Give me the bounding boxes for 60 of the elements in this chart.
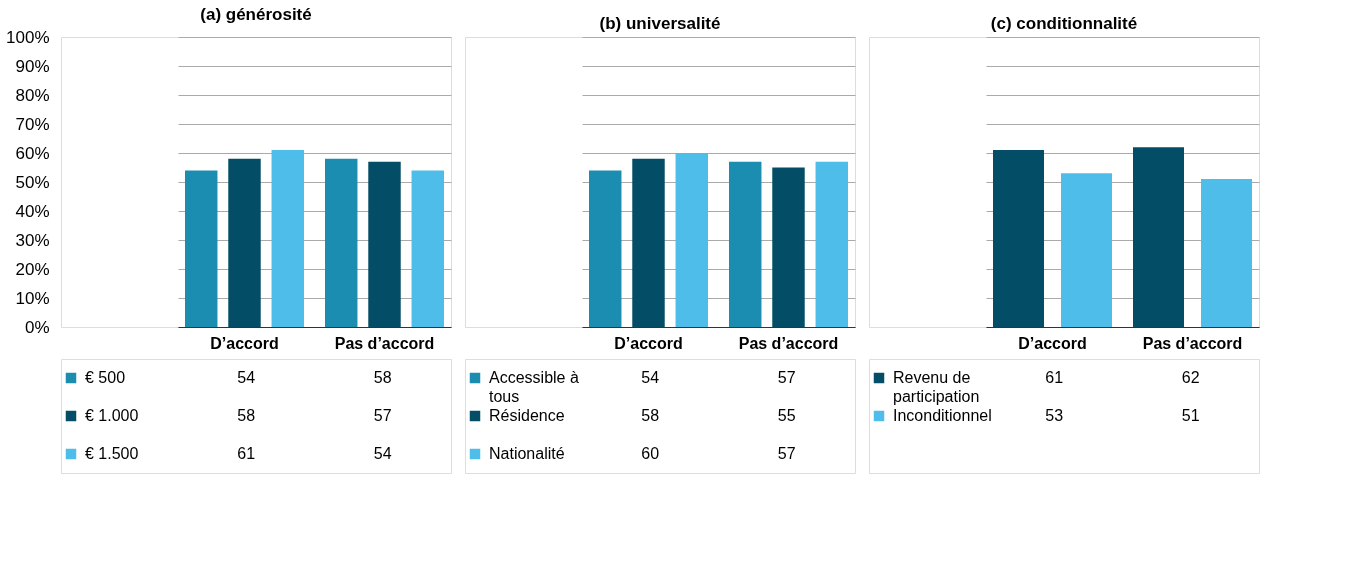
data-label: 54 [641,369,660,386]
bar [1201,179,1252,327]
y-tick-label: 20% [15,259,50,279]
bar [729,161,762,327]
bar [675,153,708,327]
bar [1061,173,1112,327]
x-tick-label: Pas d’accord [334,334,435,352]
legend-label: € 1.000 [85,407,139,424]
y-tick-label: 100% [6,27,50,47]
data-label: 54 [237,369,256,386]
x-tick-label: D’accord [614,334,683,352]
bar [271,150,304,327]
bar [368,161,401,327]
y-tick-label: 90% [15,56,50,76]
data-label: 57 [777,445,796,462]
bar [815,161,848,327]
legend-label: Résidence [489,407,565,424]
bar [772,167,805,327]
data-label: 61 [1045,369,1064,386]
bar [589,170,622,327]
data-label: 62 [1181,369,1200,386]
x-tick-label: Pas d’accord [738,334,839,352]
bar [411,170,444,327]
data-label: 58 [373,369,392,386]
x-tick-label: D’accord [210,334,279,352]
y-tick-label: 60% [15,143,50,163]
y-tick-label: 30% [15,230,50,250]
y-tick-label: 10% [15,288,50,308]
x-tick-label: Pas d’accord [1142,334,1243,352]
data-label: 58 [641,407,660,424]
data-label: 61 [237,445,256,462]
legend-label: Nationalité [489,445,565,462]
data-label: 51 [1181,407,1200,424]
y-tick-label: 70% [15,114,50,134]
legend-label: Revenu de participation [893,369,980,405]
bar [1133,147,1184,327]
chart-title: (b) universalité [599,14,721,33]
x-tick-label: D’accord [1018,334,1087,352]
bar [325,158,358,327]
data-label: 55 [777,407,796,424]
data-label: 60 [641,445,660,462]
bar [993,150,1044,327]
chart-title: (c) conditionnalité [990,14,1138,33]
y-tick-label: 80% [15,85,50,105]
data-label: 54 [373,445,392,462]
legend-label: Accessible à tous [489,369,579,405]
y-tick-label: 0% [24,317,50,337]
chart-title: (a) générosité [200,5,312,24]
data-label: 57 [777,369,796,386]
y-tick-label: 40% [15,201,50,221]
bar [632,158,665,327]
legend-label: Inconditionnel [893,407,992,424]
y-tick-label: 50% [15,172,50,192]
legend-label: € 1.500 [85,445,139,462]
data-label: 58 [237,407,256,424]
legend-label: € 500 [85,369,126,386]
data-label: 57 [373,407,392,424]
bar [228,158,261,327]
bar [185,170,218,327]
data-label: 53 [1045,407,1064,424]
